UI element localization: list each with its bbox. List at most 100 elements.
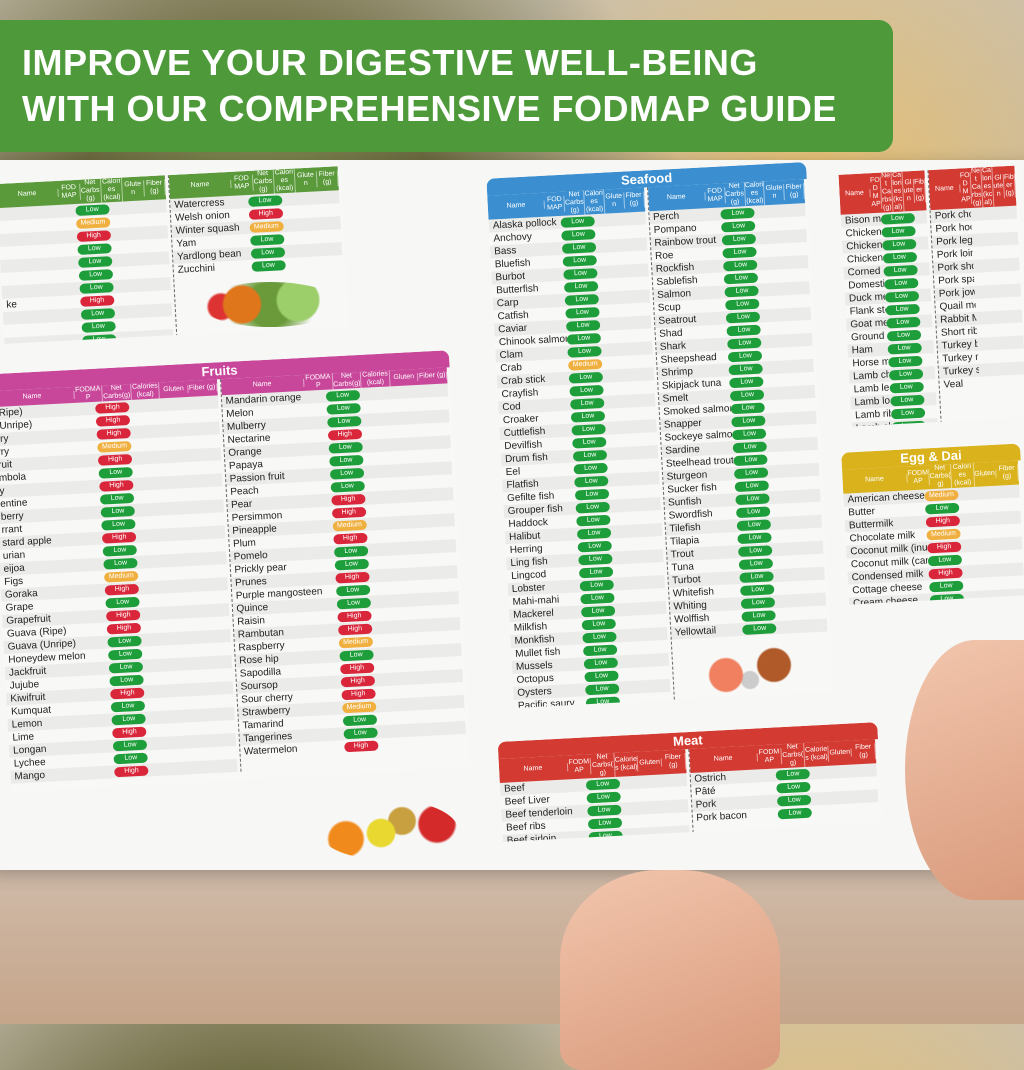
fodmap-badge: Low	[574, 475, 609, 488]
food-name	[0, 262, 78, 266]
header-name: Name	[0, 390, 75, 404]
fodmap-badge: Low	[326, 415, 362, 428]
fodmap-badge: Low	[721, 220, 756, 232]
fodmap-badge: Low	[249, 233, 285, 246]
fodmap-badge: Low	[80, 307, 115, 320]
fodmap-badge: Medium	[924, 489, 959, 501]
fodmap-badge: Low	[560, 215, 595, 228]
fodmap-badge: Low	[339, 649, 374, 661]
fodmap-badge: Low	[572, 436, 607, 449]
food-name: Chicken meat	[846, 239, 883, 253]
fodmap-badge: High	[336, 610, 372, 622]
food-name: Bison meat	[844, 213, 881, 227]
table-header: Name FODMAP Net Carbs(g) Calories (kcal) Glu…	[928, 165, 1017, 211]
fodmap-badge: High	[110, 687, 145, 699]
header-name: Name	[498, 763, 568, 775]
fodmap-badge: Low	[561, 228, 596, 241]
header-name: Name	[169, 179, 232, 192]
food-name: Lamb leg	[853, 382, 890, 396]
fodmap-badge: Low	[326, 402, 361, 415]
fodmap-badge: Low	[107, 635, 142, 647]
food-name: Chicken breast	[845, 226, 882, 240]
fodmap-badge: Low	[334, 558, 369, 571]
food-name	[0, 211, 75, 215]
food-name: Turkey sa	[942, 364, 979, 378]
food-name	[3, 314, 81, 318]
fodmap-badge: Low	[728, 363, 764, 375]
fodmap-badge: Low	[102, 544, 138, 557]
fodmap-badge: High	[102, 531, 137, 544]
fodmap-badge: Low	[571, 423, 606, 436]
fodmap-badge: Low	[880, 225, 916, 238]
header-fodmap: FODMAP	[304, 373, 334, 391]
fodmap-badge: Low	[726, 311, 761, 323]
left-hand	[560, 870, 780, 1070]
fodmap-badge: Low	[889, 381, 924, 393]
header-gluten: Gluten	[295, 171, 318, 189]
fodmap-badge: Low	[928, 580, 964, 592]
fodmap-badge: Low	[569, 397, 605, 410]
fodmap-badge: Low	[587, 817, 623, 829]
header-calories: Calories (kcal)	[614, 755, 639, 773]
header-carbs: Net Carbs(g)	[252, 169, 275, 195]
fodmap-badge: Medium	[567, 358, 603, 371]
fodmap-badge: Low	[741, 596, 776, 609]
food-name	[0, 224, 76, 228]
food-name: Ham	[851, 344, 874, 357]
header-fiber: Fiber (g)	[188, 383, 218, 393]
fodmap-badge: Low	[572, 449, 608, 462]
header-name: Name	[220, 378, 305, 392]
fodmap-badge: High	[928, 567, 963, 579]
food-name	[4, 327, 82, 331]
fodmap-badge: Low	[584, 670, 619, 682]
fodmap-badge: Low	[888, 368, 923, 381]
fodmap-badge: Low	[730, 388, 765, 401]
header-carbs: Net Carbs(g)	[928, 464, 953, 490]
header-name: Name	[647, 192, 706, 204]
header-fiber: Fiber (g)	[418, 371, 448, 381]
food-name	[1, 275, 79, 279]
header-fodmap: FODMAP	[906, 469, 930, 487]
fodmap-badge: Low	[328, 454, 364, 467]
fodmap-badge: High	[95, 401, 130, 414]
fodmap-badge: High	[339, 662, 375, 674]
fodmap-badge: Low	[887, 355, 923, 368]
food-name: Goat meat	[850, 317, 887, 331]
header-calories: Calories (kcal)	[951, 462, 975, 489]
fodmap-badge: Low	[251, 259, 286, 272]
fodmap-badge: Low	[726, 324, 762, 336]
fodmap-badge: Low	[777, 794, 812, 806]
fodmap-badge: Low	[734, 466, 769, 479]
egg-dairy-panel: Egg & Dai Name FODMAP Net Carbs(g) Calories …	[841, 443, 1024, 605]
fodmap-badge: High	[340, 675, 375, 687]
fodmap-badge: Low	[889, 394, 925, 406]
fodmap-badge: Low	[582, 644, 618, 656]
fodmap-badge: Medium	[926, 528, 961, 540]
food-name: Rabbit Meat	[939, 312, 977, 326]
fodmap-badge: Low	[884, 303, 920, 316]
fodmap-badge: Low	[576, 527, 612, 539]
fodmap-badge: Low	[100, 505, 136, 518]
fodmap-badge: Low	[75, 203, 110, 216]
food-name: Short ribs	[940, 325, 977, 339]
fodmap-badge: Low	[569, 384, 604, 397]
fodmap-badge: Low	[343, 727, 378, 739]
header-fiber: Fiber (g)	[143, 179, 166, 197]
fodmap-badge: Low	[880, 212, 915, 225]
fodmap-badge: Medium	[249, 220, 284, 233]
food-name	[0, 236, 77, 240]
fodmap-badge: Low	[77, 255, 113, 268]
right-hand	[905, 640, 1024, 900]
fodmap-badge: Low	[108, 661, 144, 673]
fodmap-badge: Low	[885, 316, 921, 329]
fodmap-badge: Medium	[97, 440, 132, 453]
fodmap-badge: Low	[890, 407, 925, 419]
header-gluten: Gluten	[122, 180, 145, 198]
food-name: Pork hock	[935, 222, 972, 235]
fodmap-badge: High	[327, 428, 362, 441]
header-fodmap: FODMAP	[757, 748, 782, 766]
header-calories: Calories (kcal)	[584, 189, 606, 215]
header-fodmap: FODMAP	[705, 187, 726, 205]
header-fiber: Fiber (g)	[913, 178, 927, 203]
fodmap-badge: Low	[739, 557, 774, 570]
